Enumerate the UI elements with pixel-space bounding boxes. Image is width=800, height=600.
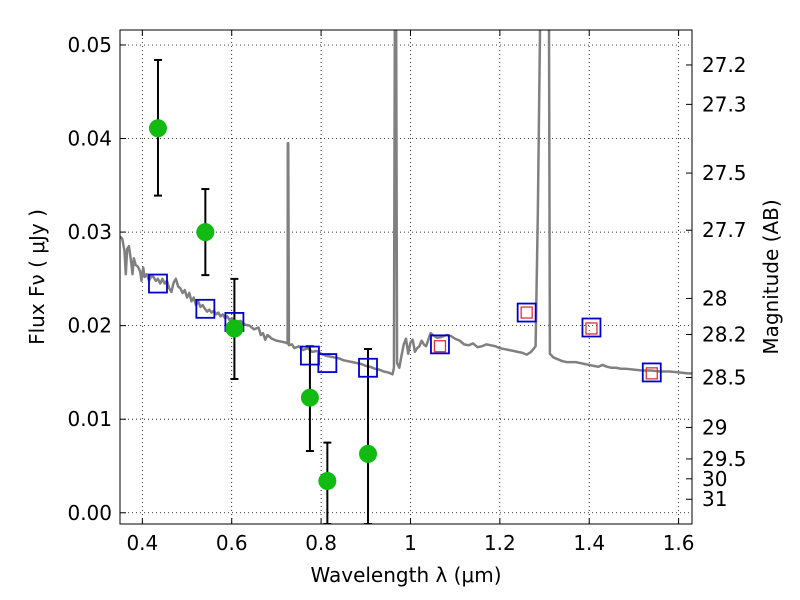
model-square [430,334,450,355]
observed-point [225,319,244,338]
error-bars [153,58,373,524]
right-tick-label: 28.2 [702,322,747,346]
y-tick-label: 0.02 [67,314,112,338]
observed-point [148,119,167,138]
x-tick-label: 0.4 [126,531,158,555]
right-tick-label: 27.5 [702,161,747,185]
right-tick-label: 30 [702,467,727,491]
y-tick-label: 0.01 [67,407,112,431]
observed-point [359,444,378,463]
right-axis-label: Magnitude (AB) [759,199,783,354]
y-tick-label: 0.03 [67,220,112,244]
right-tick-label: 27.3 [702,92,747,116]
observed-point [318,471,337,490]
observed-point [300,388,319,407]
spectrum-line [120,30,692,376]
observed-point [196,223,215,242]
observed-points [148,119,378,490]
right-tick-label: 29.5 [702,447,747,471]
y-tick-label: 0.04 [67,127,112,151]
right-tick-label: 31 [702,487,727,511]
x-axis-ticks: 0.4 0.6 0.8 1 1.2 1.4 1.6 [126,30,695,555]
right-tick-label: 27.7 [702,218,747,242]
right-tick-label: 27.2 [702,53,747,77]
right-tick-label: 29 [702,415,727,439]
x-tick-label: 1.2 [484,531,516,555]
nir-square [433,340,447,353]
x-tick-label: 0.8 [305,531,337,555]
x-tick-label: 0.6 [216,531,248,555]
spectrum-layer [120,30,692,376]
x-axis-label: Wavelength λ (μm) [310,563,501,587]
model-square [195,298,216,319]
model-square [317,353,338,373]
nir-square [645,367,658,380]
model-square [358,357,378,378]
y-axis-label: Flux Fν ( μJy ) [25,209,49,345]
right-tick-label: 28 [702,286,727,310]
nir-square [520,306,533,319]
y-tick-label: 0.05 [67,33,112,57]
model-square [516,302,537,323]
right-tick-label: 28.5 [702,366,747,390]
model-square [148,273,168,294]
x-tick-label: 1.6 [663,531,695,555]
plot-frame [119,29,693,525]
model-square [581,317,602,338]
x-tick-label: 1.4 [573,531,605,555]
grid [120,30,692,524]
nir-square [585,322,598,335]
model-square [641,362,662,383]
y-tick-label: 0.00 [67,501,112,525]
x-tick-label: 1 [404,531,417,555]
y-axis-ticks: 0.00 0.01 0.02 0.03 0.04 0.05 [67,33,126,525]
